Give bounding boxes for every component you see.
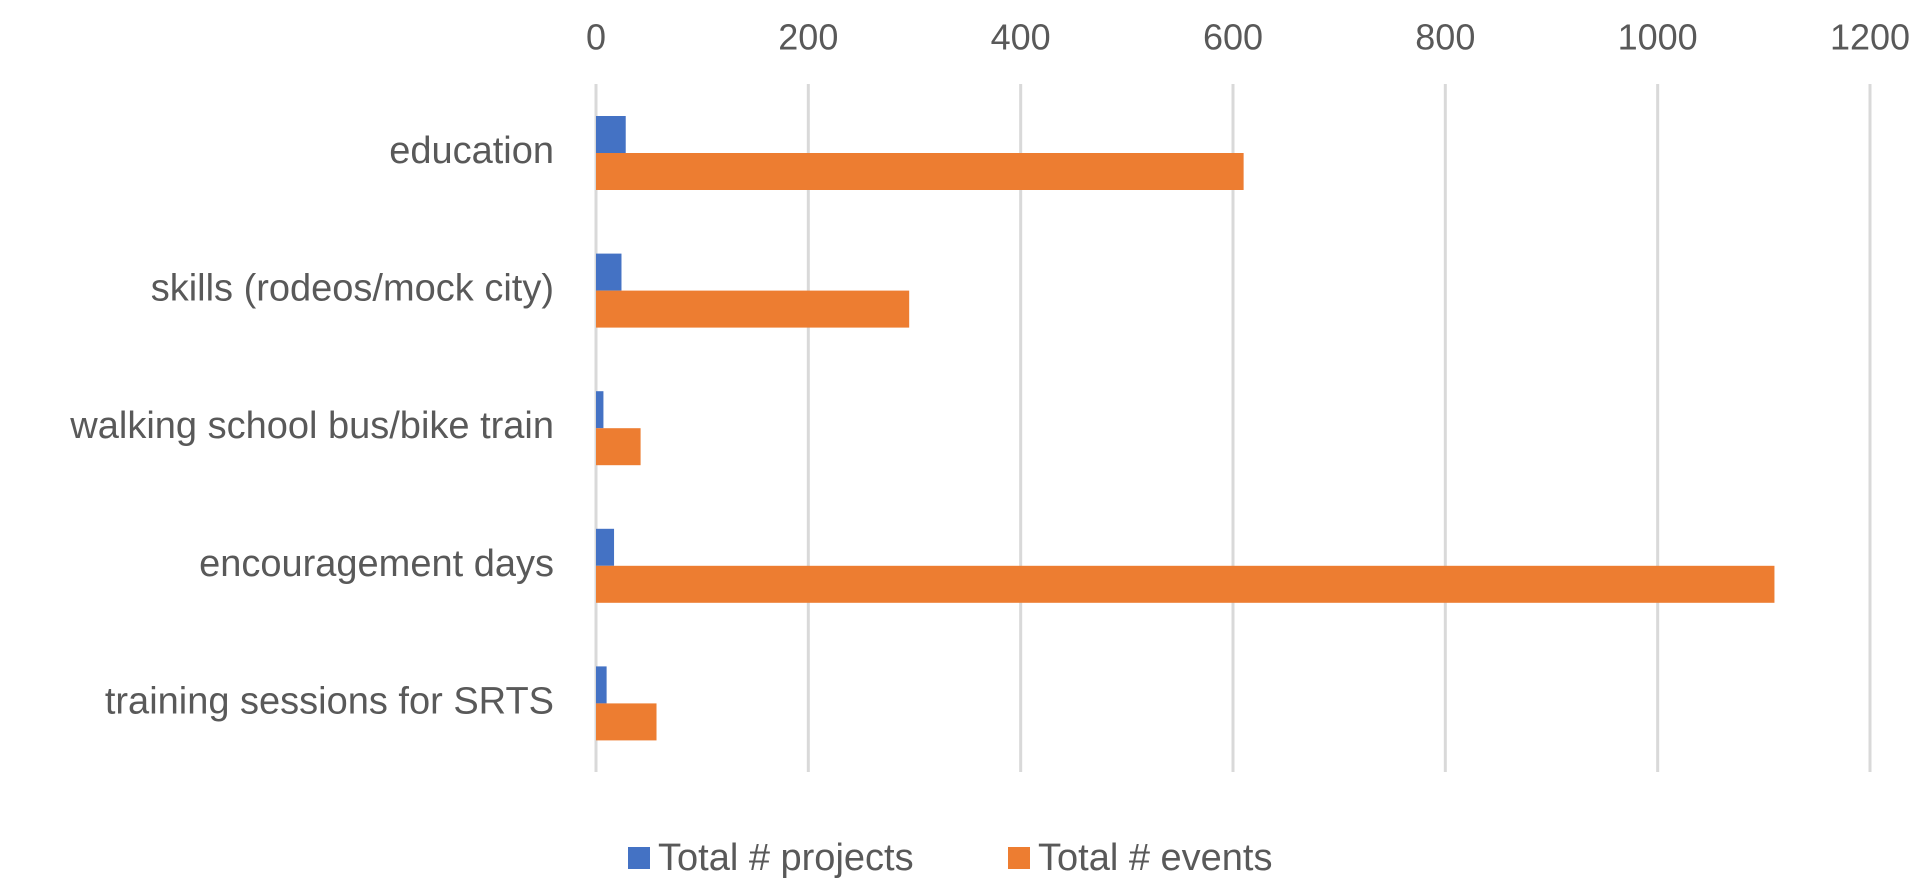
x-tick-label: 0 — [586, 17, 606, 58]
category-label: encouragement days — [199, 543, 554, 585]
category-label: education — [389, 130, 554, 172]
bar-events — [596, 153, 1244, 190]
x-tick-label: 400 — [991, 17, 1051, 58]
bar-projects — [596, 528, 615, 566]
bars — [596, 116, 1775, 741]
legend: Total # projects Total # events — [628, 837, 1272, 879]
bar-events — [596, 565, 1775, 603]
x-tick-label: 1000 — [1618, 17, 1698, 58]
bar-projects — [596, 253, 622, 291]
gridlines — [594, 84, 1872, 772]
x-tick-label: 1200 — [1830, 17, 1910, 58]
bar-projects — [596, 666, 607, 704]
x-tick-label: 800 — [1415, 17, 1475, 58]
category-label: skills (rodeos/mock city) — [151, 268, 554, 310]
x-axis-tick-labels: 0 200 400 600 800 1000 1200 — [586, 17, 1910, 58]
bar-projects — [596, 116, 626, 153]
bar-projects — [596, 391, 604, 429]
legend-swatch — [628, 847, 650, 869]
category-label: training sessions for SRTS — [105, 680, 554, 722]
category-labels: education skills (rodeos/mock city) walkin… — [69, 130, 554, 722]
bar-events — [596, 703, 657, 741]
category-label: walking school bus/bike train — [69, 405, 554, 447]
legend-label: Total # projects — [658, 837, 914, 879]
legend-swatch — [1008, 847, 1030, 869]
legend-label: Total # events — [1038, 837, 1272, 879]
bar-events — [596, 290, 910, 328]
bar-events — [596, 428, 641, 466]
x-tick-label: 600 — [1203, 17, 1263, 58]
x-tick-label: 200 — [778, 17, 838, 58]
